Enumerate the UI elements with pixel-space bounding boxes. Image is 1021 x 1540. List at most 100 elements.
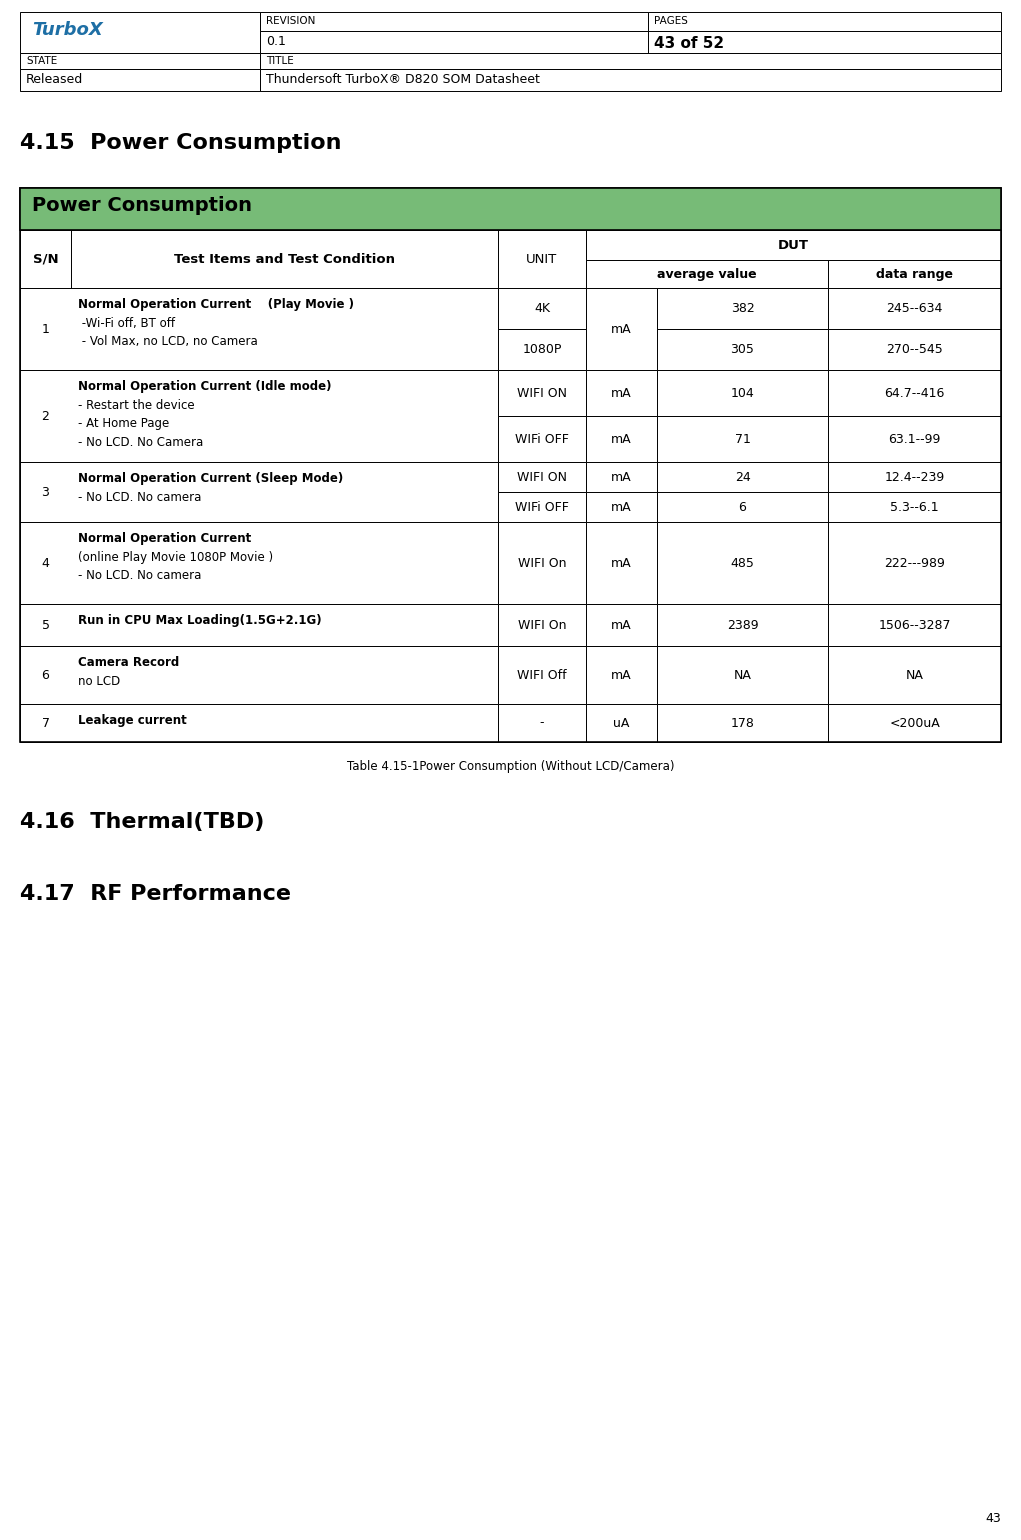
Text: 64.7--416: 64.7--416 bbox=[884, 387, 944, 399]
Text: 43 of 52: 43 of 52 bbox=[653, 35, 724, 51]
Text: - At Home Page: - At Home Page bbox=[78, 417, 169, 430]
Bar bbox=[260, 52, 1001, 69]
Bar bbox=[586, 704, 657, 742]
Text: NA: NA bbox=[733, 668, 751, 682]
Bar bbox=[657, 370, 828, 416]
Bar bbox=[657, 645, 828, 704]
Text: - No LCD. No camera: - No LCD. No camera bbox=[78, 491, 201, 504]
Bar bbox=[498, 229, 586, 288]
Text: -Wi-Fi off, BT off: -Wi-Fi off, BT off bbox=[78, 317, 175, 330]
Bar bbox=[648, 31, 1001, 52]
Text: mA: mA bbox=[611, 668, 632, 682]
Bar bbox=[260, 31, 648, 52]
Text: mA: mA bbox=[611, 556, 632, 570]
Text: Normal Operation Current: Normal Operation Current bbox=[78, 531, 251, 545]
Bar bbox=[20, 188, 1001, 229]
Bar bbox=[20, 704, 498, 742]
Bar bbox=[586, 260, 828, 288]
Text: 6: 6 bbox=[42, 668, 49, 682]
Text: 305: 305 bbox=[731, 343, 755, 356]
Bar bbox=[657, 604, 828, 645]
Bar bbox=[657, 288, 828, 330]
Bar bbox=[828, 416, 1001, 462]
Bar bbox=[828, 604, 1001, 645]
Text: STATE: STATE bbox=[26, 55, 57, 66]
Text: no LCD: no LCD bbox=[78, 675, 120, 687]
Text: 71: 71 bbox=[734, 433, 750, 445]
Text: 1: 1 bbox=[42, 322, 49, 336]
Text: 7: 7 bbox=[42, 716, 49, 730]
Bar bbox=[657, 330, 828, 370]
Bar bbox=[828, 370, 1001, 416]
Text: 1506--3287: 1506--3287 bbox=[878, 619, 951, 631]
Text: <200uA: <200uA bbox=[889, 716, 940, 730]
Text: DUT: DUT bbox=[778, 239, 809, 251]
Text: 4.17  RF Performance: 4.17 RF Performance bbox=[20, 884, 291, 904]
Text: 5.3--6.1: 5.3--6.1 bbox=[890, 500, 939, 513]
Text: 178: 178 bbox=[731, 716, 755, 730]
Bar bbox=[586, 370, 657, 416]
Text: Released: Released bbox=[26, 72, 84, 86]
Text: TurboX: TurboX bbox=[32, 22, 103, 40]
Bar bbox=[498, 522, 586, 604]
Text: REVISION: REVISION bbox=[266, 15, 315, 26]
Text: Normal Operation Current    (Play Movie ): Normal Operation Current (Play Movie ) bbox=[78, 299, 354, 311]
Bar bbox=[20, 645, 498, 704]
Text: 2389: 2389 bbox=[727, 619, 759, 631]
Text: WIFI On: WIFI On bbox=[518, 556, 566, 570]
Text: UNIT: UNIT bbox=[526, 253, 557, 265]
Bar bbox=[828, 522, 1001, 604]
Bar bbox=[828, 260, 1001, 288]
Bar bbox=[498, 604, 586, 645]
Bar bbox=[586, 288, 657, 370]
Bar bbox=[20, 69, 260, 91]
Bar bbox=[648, 12, 1001, 31]
Bar bbox=[20, 462, 498, 522]
Bar bbox=[657, 416, 828, 462]
Text: TITLE: TITLE bbox=[266, 55, 294, 66]
Bar bbox=[586, 604, 657, 645]
Text: WIFI ON: WIFI ON bbox=[517, 387, 567, 399]
Bar bbox=[498, 462, 586, 491]
Bar bbox=[20, 370, 498, 462]
Text: 63.1--99: 63.1--99 bbox=[888, 433, 941, 445]
Text: Leakage current: Leakage current bbox=[78, 715, 187, 727]
Bar bbox=[20, 12, 260, 52]
Text: PAGES: PAGES bbox=[653, 15, 688, 26]
Bar bbox=[498, 645, 586, 704]
Text: 485: 485 bbox=[731, 556, 755, 570]
Text: Normal Operation Current (Sleep Mode): Normal Operation Current (Sleep Mode) bbox=[78, 471, 343, 485]
Text: 0.1: 0.1 bbox=[266, 35, 286, 48]
Bar bbox=[498, 416, 586, 462]
Text: Test Items and Test Condition: Test Items and Test Condition bbox=[174, 253, 395, 265]
Text: 5: 5 bbox=[42, 619, 49, 631]
Text: WIFI On: WIFI On bbox=[518, 619, 566, 631]
Text: 104: 104 bbox=[731, 387, 755, 399]
Bar bbox=[20, 522, 498, 604]
Text: WIFI Off: WIFI Off bbox=[517, 668, 567, 682]
Text: 4K: 4K bbox=[534, 302, 550, 316]
Text: Power Consumption: Power Consumption bbox=[32, 196, 252, 216]
Text: - No LCD. No Camera: - No LCD. No Camera bbox=[78, 436, 203, 448]
Bar bbox=[260, 12, 648, 31]
Bar bbox=[20, 604, 498, 645]
Bar bbox=[498, 704, 586, 742]
Bar bbox=[498, 491, 586, 522]
Text: Table 4.15-1Power Consumption (Without LCD/Camera): Table 4.15-1Power Consumption (Without L… bbox=[347, 761, 674, 773]
Bar bbox=[828, 462, 1001, 491]
Text: 24: 24 bbox=[735, 471, 750, 484]
Text: 4.16  Thermal(TBD): 4.16 Thermal(TBD) bbox=[20, 812, 264, 832]
Bar bbox=[586, 229, 1001, 260]
Bar bbox=[586, 645, 657, 704]
Bar bbox=[657, 462, 828, 491]
Bar bbox=[20, 52, 260, 69]
Text: data range: data range bbox=[876, 268, 954, 280]
Text: 6: 6 bbox=[738, 500, 746, 513]
Text: - Vol Max, no LCD, no Camera: - Vol Max, no LCD, no Camera bbox=[78, 336, 257, 348]
Bar bbox=[498, 288, 586, 330]
Bar bbox=[657, 704, 828, 742]
Text: uA: uA bbox=[614, 716, 630, 730]
Text: WIFi OFF: WIFi OFF bbox=[515, 433, 569, 445]
Bar bbox=[20, 288, 498, 370]
Bar bbox=[498, 330, 586, 370]
